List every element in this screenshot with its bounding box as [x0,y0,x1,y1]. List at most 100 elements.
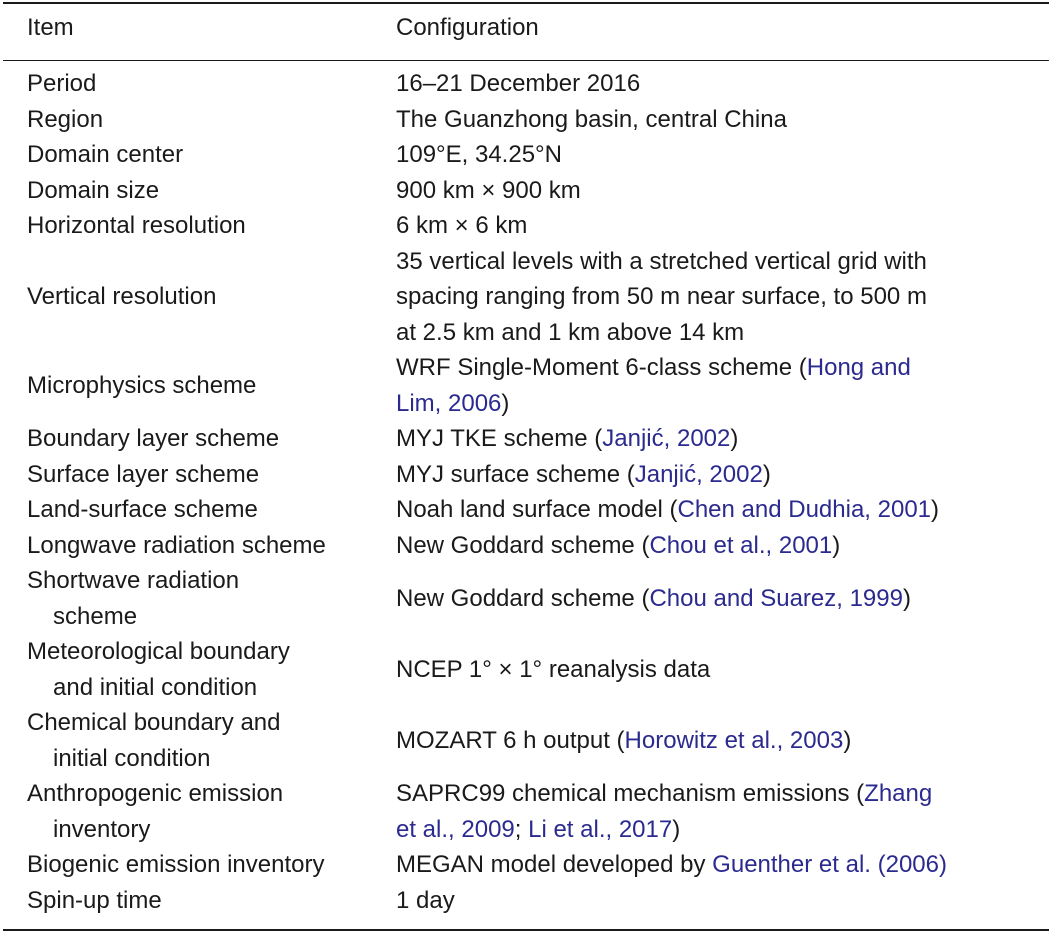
table-top-rule [3,2,1049,4]
row-item-label: Land-surface scheme [27,492,258,528]
item-text-line: Domain center [27,141,184,168]
row-configuration-value: 1 day [396,883,455,919]
row-item-label: Chemical boundary and initial condition [27,705,281,776]
config-text-line: MYJ TKE scheme (Janjić, 2002) [396,421,738,457]
config-text: spacing ranging from 50 m near surface, … [396,283,927,310]
citation-link[interactable]: Hong and [806,354,911,381]
config-text: ) [931,496,940,523]
row-item-label: Surface layer scheme [27,457,259,493]
config-text-line: 1 day [396,883,455,919]
config-text: NCEP 1° × 1° reanalysis data [396,655,711,683]
config-text: ) [832,531,841,559]
item-text-line: Boundary layer scheme [27,425,280,452]
config-text-line: 35 vertical levels with a stretched vert… [396,244,927,280]
citation-link[interactable]: Chen and Dudhia, 2001 [677,496,932,523]
citation-link[interactable]: Horowitz et al., 2003 [624,726,844,754]
table-bottom-rule [3,929,1049,931]
config-text: 1 day [396,886,455,914]
item-text-line: and initial condition [53,673,258,701]
citation-link[interactable]: Zhang [864,780,933,807]
config-text: 35 vertical levels with a stretched vert… [396,247,927,275]
item-text-line: Vertical resolution [27,283,217,310]
row-item-label: Region [27,102,103,138]
config-text-line: New Goddard scheme (Chou and Suarez, 199… [396,581,911,617]
config-text-line: 109°E, 34.25°N [396,137,562,173]
item-text-line: Anthropogenic emission [27,780,284,807]
config-text: WRF Single-Moment 6-class scheme ( [396,354,807,381]
config-text: The Guanzhong basin, central China [396,105,787,133]
row-item-label: Period [27,66,96,102]
config-text-line: 900 km × 900 km [396,173,581,209]
row-item-label: Biogenic emission inventory [27,847,324,883]
item-text-line: initial condition [53,744,211,772]
item-text-line: scheme [53,602,138,630]
row-configuration-value: 35 vertical levels with a stretched vert… [396,244,927,351]
row-configuration-value: New Goddard scheme (Chou et al., 2001) [396,528,840,564]
config-text-line: MEGAN model developed by Guenther et al.… [396,847,947,883]
config-text: ) [730,425,739,452]
row-item-label: Boundary layer scheme [27,421,279,457]
citation-link[interactable]: Guenther et al. (2006) [712,851,947,878]
item-text-line: Land-surface scheme [27,496,258,523]
citation-link[interactable]: et al., 2009 [396,815,515,843]
config-text: New Goddard scheme ( [396,584,650,612]
config-text-line: MYJ surface scheme (Janjić, 2002) [396,457,771,493]
item-text-line: Horizontal resolution [27,212,246,239]
row-item-label: Vertical resolution [27,279,216,315]
config-text-line: New Goddard scheme (Chou et al., 2001) [396,528,840,564]
row-item-label: Anthropogenic emission inventory [27,776,283,847]
item-text-line: Meteorological boundary [27,638,290,665]
item-text-line: Spin-up time [27,886,162,914]
config-text-line: NCEP 1° × 1° reanalysis data [396,652,710,688]
row-configuration-value: 900 km × 900 km [396,173,581,209]
row-configuration-value: SAPRC99 chemical mechanism emissions (Zh… [396,776,932,847]
config-text: ) [843,726,852,754]
config-text-line: spacing ranging from 50 m near surface, … [396,279,927,315]
item-text-line: Shortwave radiation [27,567,240,594]
config-text: 109°E, 34.25°N [396,141,562,168]
row-item-label: Longwave radiation scheme [27,528,326,564]
row-configuration-value: NCEP 1° × 1° reanalysis data [396,652,710,688]
row-item-label: Domain size [27,173,159,209]
config-text: MYJ surface scheme ( [396,460,635,488]
config-text: 900 km × 900 km [396,176,581,204]
config-text-line: SAPRC99 chemical mechanism emissions (Zh… [396,776,932,812]
citation-link[interactable]: Lim, 2006 [396,389,502,417]
config-text-line: MOZART 6 h output (Horowitz et al., 2003… [396,723,851,759]
config-text: MYJ TKE scheme ( [396,425,603,452]
item-text-line: Region [27,105,104,133]
config-text: MEGAN model developed by [396,851,713,878]
config-text: 16–21 December 2016 [396,70,641,97]
header-rule [3,60,1049,61]
row-item-label: Microphysics scheme [27,368,256,404]
row-configuration-value: WRF Single-Moment 6-class scheme (Hong a… [396,350,911,421]
row-configuration-value: MYJ surface scheme (Janjić, 2002) [396,457,771,493]
citation-link[interactable]: Chou et al., 2001 [649,531,833,559]
citation-link[interactable]: Li et al., 2017 [528,815,673,843]
citation-link[interactable]: Chou and Suarez, 1999 [649,584,903,612]
citation-link[interactable]: Janjić, 2002 [634,460,763,488]
item-text-line: inventory [53,815,151,843]
config-text-line: Lim, 2006) [396,386,911,422]
item-text-line: Biogenic emission inventory [27,851,325,878]
config-text: 6 km × 6 km [396,212,528,239]
row-configuration-value: 16–21 December 2016 [396,66,640,102]
row-configuration-value: MEGAN model developed by Guenther et al.… [396,847,947,883]
config-text: New Goddard scheme ( [396,531,650,559]
config-text-line: WRF Single-Moment 6-class scheme (Hong a… [396,350,911,386]
config-text-line: Noah land surface model (Chen and Dudhia… [396,492,939,528]
row-configuration-value: 6 km × 6 km [396,208,527,244]
row-configuration-value: MYJ TKE scheme (Janjić, 2002) [396,421,738,457]
item-text-line: Domain size [27,176,160,204]
row-configuration-value: New Goddard scheme (Chou and Suarez, 199… [396,581,911,617]
row-item-label: Meteorological boundary and initial condi… [27,634,290,705]
row-item-label: Shortwave radiation scheme [27,563,239,634]
config-text: ) [672,815,681,843]
config-text: ) [902,584,911,612]
row-item-label: Horizontal resolution [27,208,246,244]
item-text-line: Period [27,70,97,97]
row-configuration-value: MOZART 6 h output (Horowitz et al., 2003… [396,723,851,759]
citation-link[interactable]: Janjić, 2002 [602,425,731,452]
config-text: at 2.5 km and 1 km above 14 km [396,318,745,346]
header-item: Item [27,14,74,41]
